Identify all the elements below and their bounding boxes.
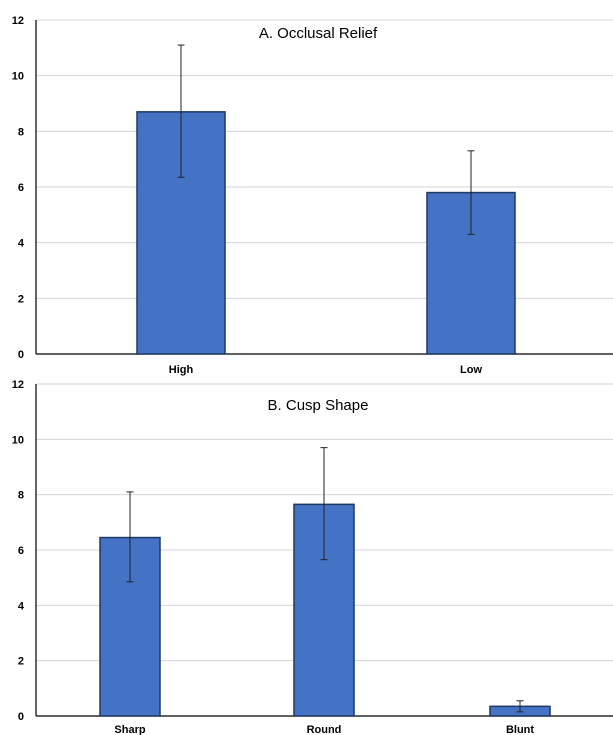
chart-b-category-label: Blunt	[506, 724, 534, 735]
chart-a-category-label: Low	[460, 364, 482, 376]
chart-a-y-tick-label: 10	[12, 71, 24, 83]
chart-b-error-bar-blunt	[516, 700, 524, 713]
chart-a-title: A. Occlusal Relief	[259, 25, 378, 42]
chart-b-cusp-shape: 0 2 4 6 8 10 12 Sharp Round Blunt B. Cusp Shape	[12, 379, 613, 735]
chart-a-y-tick-label: 8	[18, 126, 24, 138]
chart-b-y-tick-label: 2	[18, 656, 24, 668]
chart-a-y-tick-label: 2	[18, 293, 24, 305]
chart-b-error-bar-round	[320, 447, 328, 561]
chart-b-category-label: Sharp	[114, 724, 145, 735]
chart-b-y-tick-label: 4	[18, 600, 25, 612]
chart-a-error-bar-low	[467, 150, 475, 235]
chart-a-y-tick-label: 0	[18, 349, 24, 361]
chart-b-title: B. Cusp Shape	[268, 397, 369, 414]
chart-a-y-tick-label: 6	[18, 182, 24, 194]
chart-a-occlusal-relief: 0 2 4 6 8 10 12 High Low A. Occlusal Relief	[12, 15, 613, 376]
chart-a-y-tick-label: 4	[18, 238, 25, 250]
chart-a-error-bar-high	[177, 44, 185, 178]
chart-a-y-tick-label: 12	[12, 15, 24, 27]
chart-b-y-tick-label: 10	[12, 434, 24, 446]
chart-b-y-tick-label: 12	[12, 379, 24, 391]
chart-b-error-bar-sharp	[126, 491, 134, 583]
chart-b-y-tick-label: 6	[18, 545, 24, 557]
chart-b-y-tick-label: 0	[18, 711, 24, 723]
chart-b-y-tick-label: 8	[18, 490, 24, 502]
chart-a-category-label: High	[169, 364, 194, 376]
chart-b-category-label: Round	[307, 724, 342, 735]
